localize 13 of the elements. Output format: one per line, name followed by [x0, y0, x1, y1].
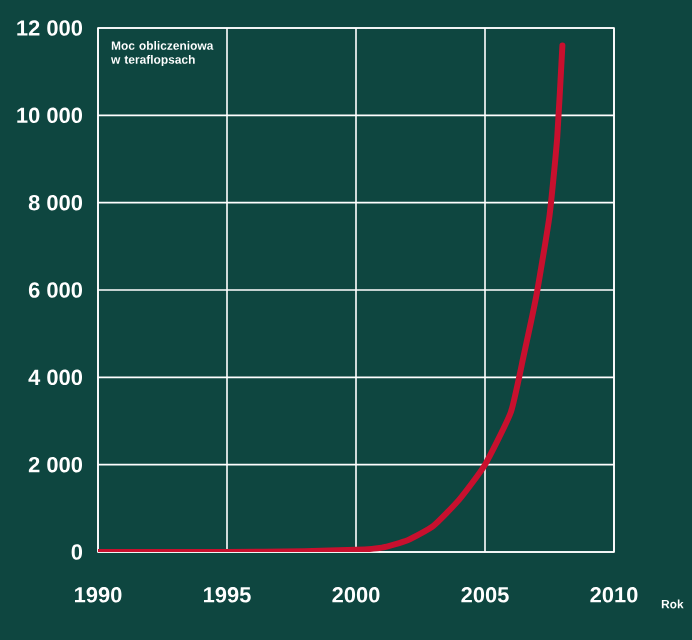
line-series: [98, 42, 566, 552]
x-tick-label: 1995: [204, 587, 251, 603]
y-tick-label: 8 000: [28, 194, 83, 211]
y-tick-label: 0: [71, 544, 83, 560]
y-tick-label: 6 000: [28, 282, 83, 298]
y-tick-label: 2 000: [28, 456, 83, 473]
x-tick-label: 2000: [332, 587, 380, 603]
y-tick-label: 12 000: [17, 20, 83, 36]
y-tick-label: 4 000: [28, 369, 83, 386]
x-tick-label: 2010: [590, 587, 638, 603]
y-tick-label: 10 000: [17, 107, 83, 124]
x-tick-label: 2005: [461, 587, 509, 603]
x-tick-label: 1990: [75, 587, 122, 603]
